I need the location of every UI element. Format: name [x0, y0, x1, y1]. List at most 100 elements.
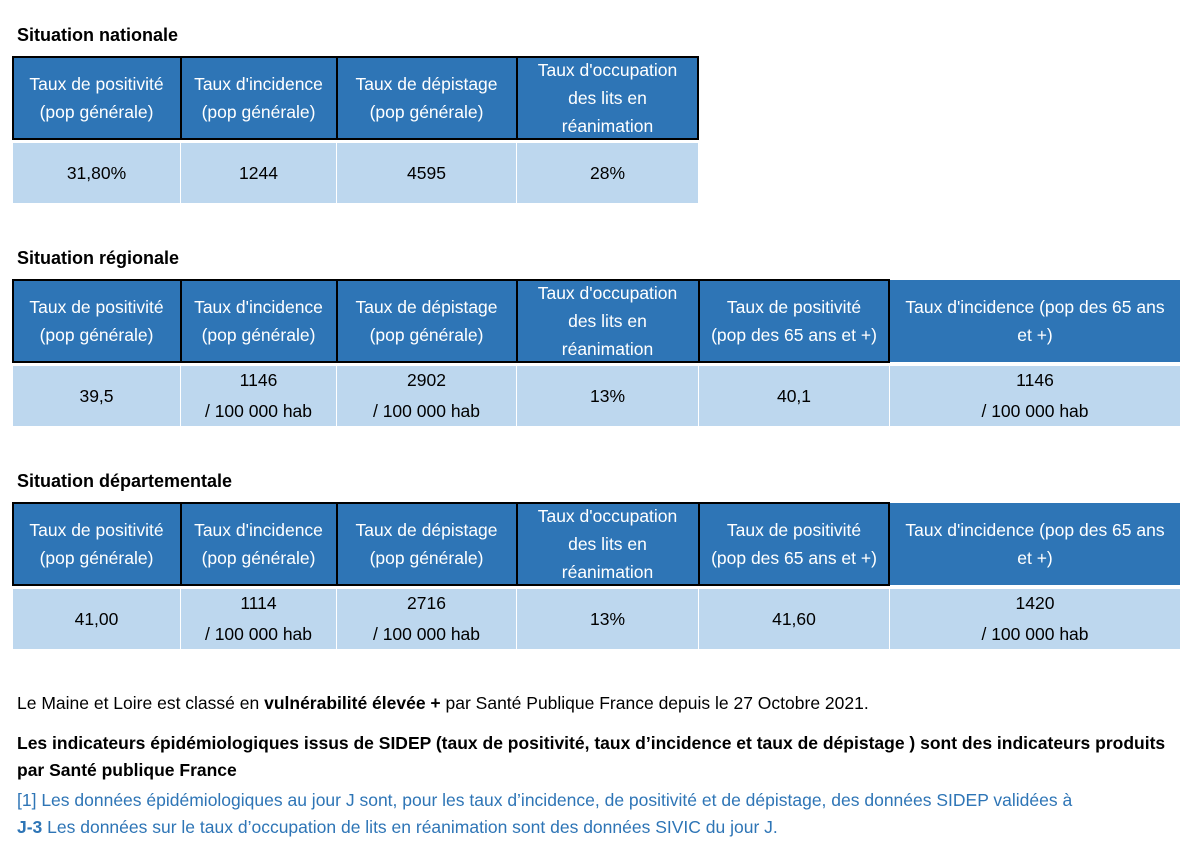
header-line: (pop des 65 ans et +): [711, 548, 877, 568]
regional-value-1: 39,5: [13, 366, 180, 426]
national-value-3: 4595: [337, 143, 516, 203]
header-line: réanimation: [561, 339, 654, 359]
national-header-1: Taux de positivité (pop générale): [13, 57, 180, 139]
departmental-value-3: 2716 / 100 000 hab: [337, 589, 516, 649]
header-line: Taux de dépistage: [355, 74, 498, 94]
value-line: 31,80%: [66, 163, 127, 183]
value-line: 13%: [589, 609, 626, 629]
regional-value-5: 40,1: [699, 366, 889, 426]
header-line: Taux d'incidence: [194, 520, 323, 540]
header-line: Taux de positivité: [726, 297, 862, 317]
regional-header-2: Taux d'incidence (pop générale): [181, 280, 336, 362]
value-line: 4595: [407, 163, 446, 183]
header-line: Taux d'incidence (pop des 65 ans: [905, 520, 1165, 540]
departmental-section-title: Situation départementale: [17, 471, 233, 491]
header-line: des lits en: [568, 311, 647, 331]
departmental-header-6: Taux d'incidence (pop des 65 ans et +): [890, 503, 1180, 585]
header-line: et +): [1017, 548, 1053, 568]
national-header-divider: [336, 57, 338, 139]
footnote-j3: J-3: [17, 817, 43, 837]
value-line: 1420: [1015, 593, 1055, 613]
vulnerability-text-post: par Santé Publique France depuis le 27 O…: [440, 693, 869, 713]
header-line: (pop générale): [369, 102, 484, 122]
value-line: 41,60: [772, 609, 816, 629]
regional-header-1: Taux de positivité (pop générale): [13, 280, 180, 362]
value-line: 1114: [240, 593, 277, 613]
departmental-header-divider: [698, 503, 700, 585]
value-line: 1244: [239, 163, 278, 183]
value-line: 41,00: [74, 609, 119, 629]
value-line: / 100 000 hab: [204, 624, 313, 644]
header-line: Taux de positivité: [29, 297, 164, 317]
departmental-header-5: Taux de positivité (pop des 65 ans et +): [699, 503, 889, 585]
vulnerability-level: vulnérabilité élevée +: [264, 693, 441, 713]
value-line: 1146: [1016, 370, 1054, 390]
value-line: / 100 000 hab: [981, 624, 1089, 644]
national-header-2: Taux d'incidence (pop générale): [181, 57, 336, 139]
departmental-value-2: 1114 / 100 000 hab: [181, 589, 336, 649]
header-line: Taux d'incidence: [194, 74, 323, 94]
departmental-header-2: Taux d'incidence (pop générale): [181, 503, 336, 585]
header-line: (pop générale): [369, 548, 484, 568]
departmental-value-6: 1420 / 100 000 hab: [890, 589, 1180, 649]
value-line: / 100 000 hab: [204, 401, 313, 421]
regional-value-6: 1146 / 100 000 hab: [890, 366, 1180, 426]
regional-value-2: 1146 / 100 000 hab: [181, 366, 336, 426]
header-line: (pop générale): [39, 548, 154, 568]
header-line: Taux de dépistage: [355, 520, 498, 540]
regional-header-5: Taux de positivité (pop des 65 ans et +): [699, 280, 889, 362]
footnote-text-2: Les données sur le taux d’occupation de …: [42, 817, 778, 837]
regional-header-4: Taux d'occupation des lits en réanimation: [517, 280, 698, 362]
national-value-1: 31,80%: [13, 143, 180, 203]
header-line: des lits en: [568, 88, 647, 108]
national-header-divider: [180, 57, 182, 139]
value-line: 28%: [589, 163, 626, 183]
regional-header-divider: [516, 280, 518, 362]
header-line: Taux de dépistage: [355, 297, 498, 317]
departmental-value-4: 13%: [517, 589, 698, 649]
header-line: (pop générale): [201, 102, 316, 122]
national-value-4: 28%: [517, 143, 698, 203]
regional-value-4: 13%: [517, 366, 698, 426]
regional-section-title: Situation régionale: [17, 248, 180, 268]
vulnerability-text-pre: Le Maine et Loire est classé en: [17, 693, 265, 713]
regional-header-3: Taux de dépistage (pop générale): [337, 280, 516, 362]
header-line: (pop générale): [39, 102, 154, 122]
header-line: Taux d'incidence (pop des 65 ans: [905, 297, 1165, 317]
header-line: Taux d'occupation: [537, 506, 678, 526]
header-line: Taux d'occupation: [537, 60, 678, 80]
value-line: / 100 000 hab: [981, 401, 1089, 421]
departmental-header-3: Taux de dépistage (pop générale): [337, 503, 516, 585]
header-line: (pop générale): [201, 548, 316, 568]
header-line: réanimation: [561, 562, 654, 582]
value-line: 2716: [407, 593, 446, 613]
indicators-note: Les indicateurs épidémiologiques issus d…: [17, 733, 1166, 780]
header-line: Taux d'occupation: [537, 283, 678, 303]
departmental-header-divider: [516, 503, 518, 585]
national-header-3: Taux de dépistage (pop générale): [337, 57, 516, 139]
national-value-2: 1244: [181, 143, 336, 203]
regional-value-3: 2902 / 100 000 hab: [337, 366, 516, 426]
value-line: 40,1: [776, 386, 812, 406]
vulnerability-note: Le Maine et Loire est classé en vulnérab…: [17, 690, 1187, 717]
national-section-title: Situation nationale: [17, 25, 179, 45]
regional-header-divider: [180, 280, 182, 362]
regional-header-divider: [698, 280, 700, 362]
header-line: (pop générale): [39, 325, 154, 345]
header-line: (pop générale): [201, 325, 316, 345]
header-line: Taux d'incidence: [194, 297, 323, 317]
value-line: / 100 000 hab: [372, 401, 481, 421]
national-header-4: Taux d'occupation des lits en réanimation: [517, 57, 698, 139]
header-line: réanimation: [561, 116, 654, 136]
footnote: [1] Les données épidémiologiques au jour…: [17, 787, 1187, 841]
header-line: des lits en: [568, 534, 647, 554]
header-line: (pop générale): [369, 325, 484, 345]
value-line: 1146: [239, 370, 278, 390]
value-line: 13%: [589, 386, 626, 406]
header-line: Taux de positivité: [29, 74, 164, 94]
departmental-header-1: Taux de positivité (pop générale): [13, 503, 180, 585]
header-line: (pop des 65 ans et +): [711, 325, 877, 345]
departmental-header-divider: [180, 503, 182, 585]
footnote-text-1: [1] Les données épidémiologiques au jour…: [17, 790, 1073, 810]
header-line: Taux de positivité: [726, 520, 862, 540]
